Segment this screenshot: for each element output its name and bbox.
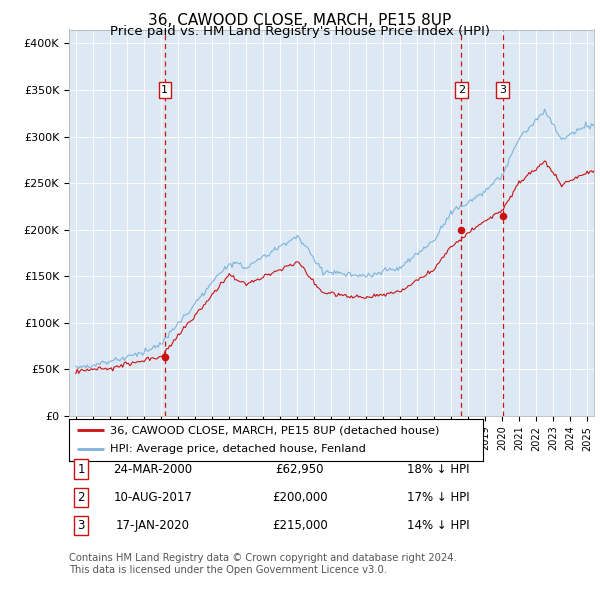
- Text: 2: 2: [458, 85, 465, 95]
- Text: 2: 2: [77, 491, 85, 504]
- Text: 36, CAWOOD CLOSE, MARCH, PE15 8UP (detached house): 36, CAWOOD CLOSE, MARCH, PE15 8UP (detac…: [110, 425, 440, 435]
- Text: 1: 1: [161, 85, 168, 95]
- Text: 17-JAN-2020: 17-JAN-2020: [116, 519, 190, 532]
- Text: £62,950: £62,950: [276, 463, 324, 476]
- Text: 3: 3: [499, 85, 506, 95]
- Text: 24-MAR-2000: 24-MAR-2000: [113, 463, 193, 476]
- Text: HPI: Average price, detached house, Fenland: HPI: Average price, detached house, Fenl…: [110, 444, 366, 454]
- Text: £200,000: £200,000: [272, 491, 328, 504]
- Text: 36, CAWOOD CLOSE, MARCH, PE15 8UP: 36, CAWOOD CLOSE, MARCH, PE15 8UP: [148, 13, 452, 28]
- Text: 17% ↓ HPI: 17% ↓ HPI: [407, 491, 469, 504]
- Text: 1: 1: [77, 463, 85, 476]
- Text: 14% ↓ HPI: 14% ↓ HPI: [407, 519, 469, 532]
- Text: 3: 3: [77, 519, 85, 532]
- Text: £215,000: £215,000: [272, 519, 328, 532]
- Text: 10-AUG-2017: 10-AUG-2017: [113, 491, 193, 504]
- Text: Contains HM Land Registry data © Crown copyright and database right 2024.
This d: Contains HM Land Registry data © Crown c…: [69, 553, 457, 575]
- Text: 18% ↓ HPI: 18% ↓ HPI: [407, 463, 469, 476]
- Text: Price paid vs. HM Land Registry's House Price Index (HPI): Price paid vs. HM Land Registry's House …: [110, 25, 490, 38]
